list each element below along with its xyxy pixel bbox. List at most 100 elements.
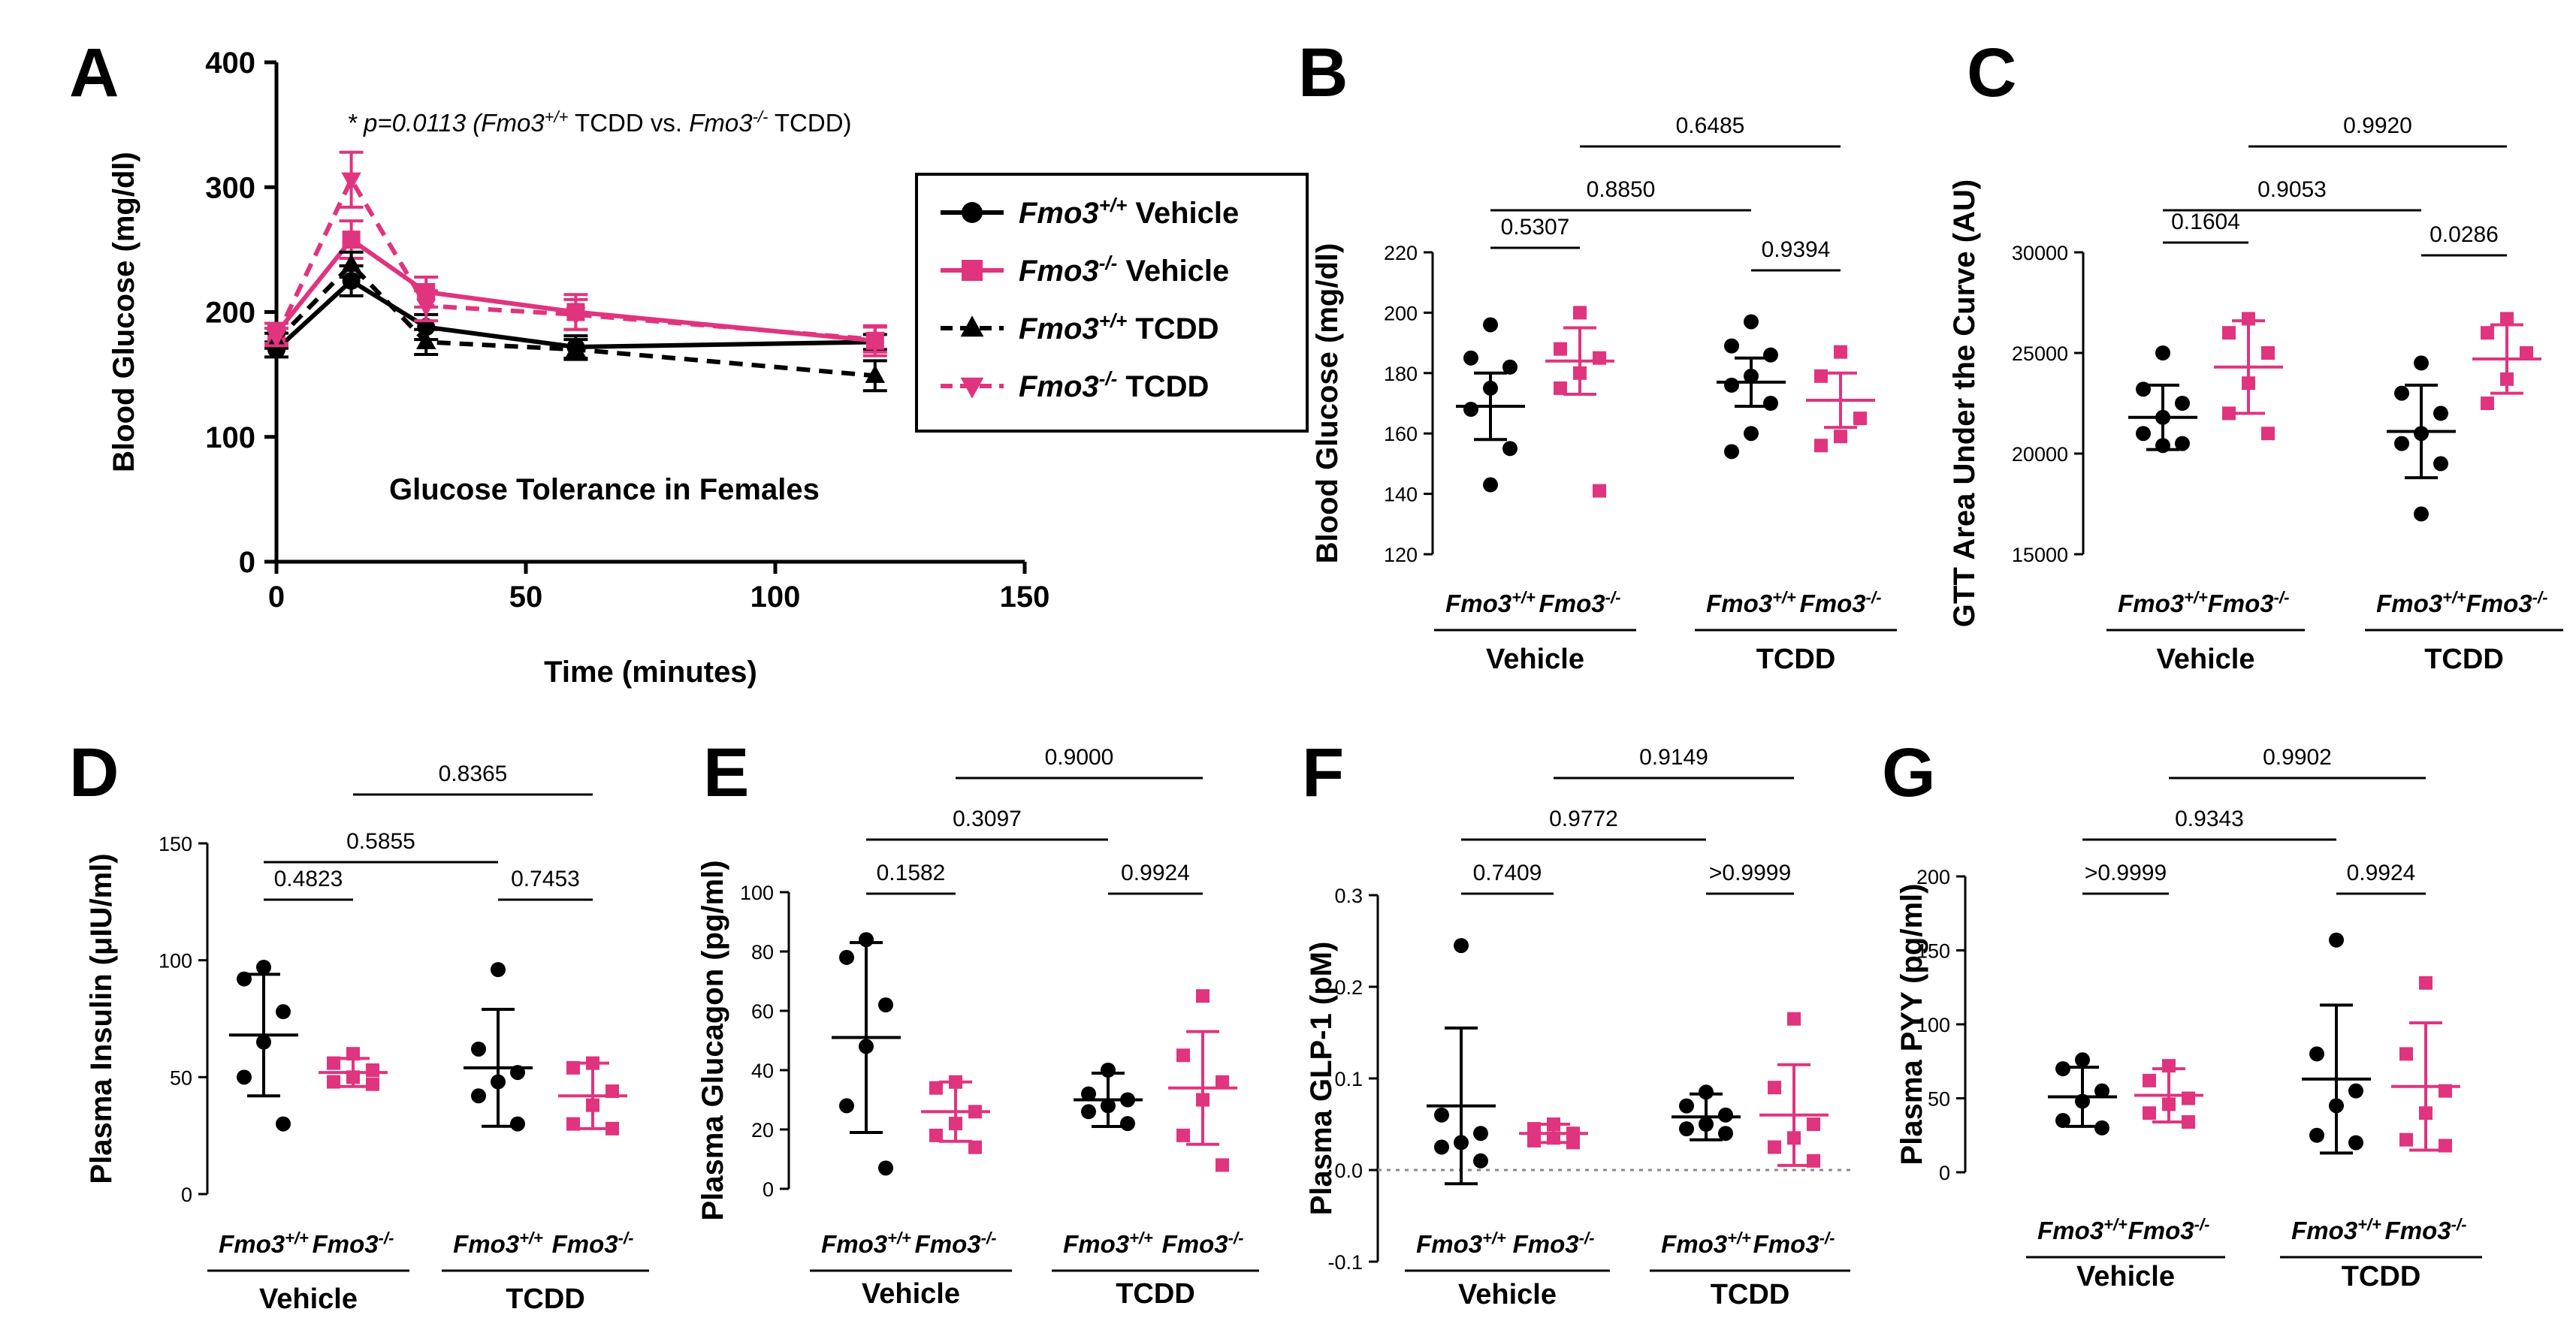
data-point bbox=[2094, 1120, 2109, 1135]
annot-mid: TCDD vs. bbox=[568, 109, 689, 137]
group-label: TCDD bbox=[1756, 644, 1836, 675]
data-point bbox=[1527, 1133, 1541, 1148]
p-value-label: 0.5307 bbox=[1501, 215, 1570, 240]
genotype-sup: -/- bbox=[2451, 1215, 2467, 1234]
group-label: TCDD bbox=[506, 1283, 585, 1315]
p-value-label: 0.0286 bbox=[2430, 222, 2499, 247]
data-point bbox=[566, 1117, 580, 1131]
group-column bbox=[2128, 345, 2197, 454]
data-point bbox=[1527, 1122, 1541, 1136]
genotype-label: Fmo3+/+ bbox=[821, 1229, 911, 1258]
annot-g1: Fmo3 bbox=[481, 109, 545, 137]
genotype-label: Fmo3+/+ bbox=[1661, 1229, 1751, 1258]
data-point bbox=[1699, 1084, 1714, 1100]
y-tick-label: 400 bbox=[205, 47, 255, 80]
data-point bbox=[1593, 484, 1606, 498]
data-point bbox=[566, 338, 586, 357]
y-tick-label: 30000 bbox=[2012, 242, 2068, 264]
x-tick-label: 0 bbox=[268, 581, 285, 614]
data-point bbox=[1807, 1117, 1820, 1131]
y-tick-label: 0.3 bbox=[1334, 885, 1363, 907]
data-point bbox=[1593, 351, 1606, 365]
data-point bbox=[2055, 1113, 2070, 1129]
y-tick-label: 20000 bbox=[2012, 443, 2068, 466]
group-column bbox=[2391, 976, 2460, 1153]
data-point bbox=[1473, 1153, 1488, 1169]
data-point bbox=[510, 1116, 525, 1132]
p-value-label: 0.9902 bbox=[2263, 745, 2332, 770]
group-column bbox=[558, 1056, 627, 1135]
data-point bbox=[266, 330, 287, 348]
data-point bbox=[859, 932, 874, 948]
genotype-label: Fmo3+/+ bbox=[453, 1229, 543, 1258]
data-point bbox=[366, 1077, 379, 1091]
y-tick-label: 200 bbox=[1916, 866, 1950, 888]
group-column bbox=[1759, 1012, 1829, 1168]
genotype-label: Fmo3+/+ bbox=[1063, 1229, 1153, 1258]
data-point bbox=[1853, 412, 1867, 426]
p-value-label: 0.9053 bbox=[2257, 177, 2327, 202]
genotype-name: Fmo3 bbox=[1513, 1230, 1579, 1258]
group-column bbox=[2472, 312, 2541, 410]
p-value-label: 0.9343 bbox=[2175, 807, 2244, 831]
genotype-label: Fmo3+/+ bbox=[2291, 1215, 2381, 1244]
y-tick-label: 0 bbox=[763, 1178, 774, 1201]
data-point bbox=[2094, 1083, 2109, 1099]
data-point bbox=[1699, 1117, 1714, 1132]
data-point bbox=[1483, 317, 1498, 333]
data-point bbox=[2155, 409, 2170, 425]
y-tick-label: 140 bbox=[1384, 484, 1418, 506]
data-point bbox=[586, 1098, 599, 1112]
group-label: TCDD bbox=[1116, 1278, 1195, 1310]
data-point bbox=[2439, 1084, 2452, 1098]
data-point bbox=[256, 960, 271, 976]
significance-annotation: * p=0.0113 (Fmo3+/+ TCDD vs. Fmo3-/- TCD… bbox=[347, 107, 852, 137]
genotype-label: Fmo3+/+ bbox=[1706, 588, 1796, 617]
panel-letter-a: A bbox=[69, 35, 119, 111]
legend-geno: Fmo3 bbox=[1019, 255, 1099, 288]
panel-b: B 120 140 160 180 200 220 Blood Glucose (mg/dl)… bbox=[1298, 35, 1897, 675]
y-tick-label: 220 bbox=[1384, 242, 1418, 264]
legend-swatch-marker bbox=[960, 315, 984, 337]
genotype-sup: -/- bbox=[379, 1229, 394, 1247]
group-column bbox=[2214, 312, 2283, 441]
p-value-label: 0.7453 bbox=[511, 867, 580, 891]
group-label: TCDD bbox=[2424, 644, 2504, 675]
data-point bbox=[1120, 1092, 1135, 1108]
genotype-sup: +/+ bbox=[519, 1229, 543, 1247]
data-point bbox=[2143, 1106, 2156, 1120]
x-tick-label: 100 bbox=[750, 581, 801, 614]
data-point bbox=[2182, 1091, 2195, 1105]
y-tick-label: 200 bbox=[1384, 302, 1418, 324]
data-point bbox=[2261, 346, 2275, 360]
genotype-label: Fmo3-/- bbox=[2385, 1215, 2467, 1244]
genotype-label: Fmo3-/- bbox=[1753, 1229, 1835, 1258]
legend-geno: Fmo3 bbox=[1019, 312, 1099, 345]
data-point bbox=[1834, 345, 1847, 359]
genotype-label: Fmo3-/- bbox=[552, 1229, 634, 1258]
data-point bbox=[1176, 1128, 1190, 1142]
genotype-sup: +/+ bbox=[2103, 1215, 2128, 1234]
data-point bbox=[566, 307, 586, 326]
data-point bbox=[2399, 1132, 2413, 1147]
data-point bbox=[2182, 1115, 2195, 1129]
y-tick-label: 50 bbox=[1928, 1088, 1950, 1111]
genotype-sup: -/- bbox=[1820, 1229, 1835, 1247]
genotype-name: Fmo3 bbox=[453, 1230, 519, 1258]
data-point bbox=[2394, 436, 2409, 451]
panel-letter-f: F bbox=[1302, 734, 1344, 811]
x-axis-title: Time (minutes) bbox=[544, 656, 757, 689]
panel-c: C 15000 20000 25000 30000 GTT Area Under the … bbox=[1948, 35, 2563, 675]
chart-subtitle: Glucose Tolerance in Females bbox=[389, 473, 820, 506]
genotype-name: Fmo3 bbox=[1416, 1230, 1482, 1258]
data-point bbox=[2155, 345, 2170, 360]
y-tick-label: 0 bbox=[239, 546, 255, 579]
genotype-label: Fmo3+/+ bbox=[1416, 1229, 1506, 1258]
group-column bbox=[1717, 314, 1786, 460]
p-value-label: 0.5855 bbox=[346, 829, 415, 854]
genotype-label: Fmo3-/- bbox=[313, 1229, 394, 1258]
data-point bbox=[1744, 314, 1759, 330]
data-point bbox=[929, 1081, 943, 1095]
y-tick-label: 120 bbox=[1384, 544, 1418, 566]
